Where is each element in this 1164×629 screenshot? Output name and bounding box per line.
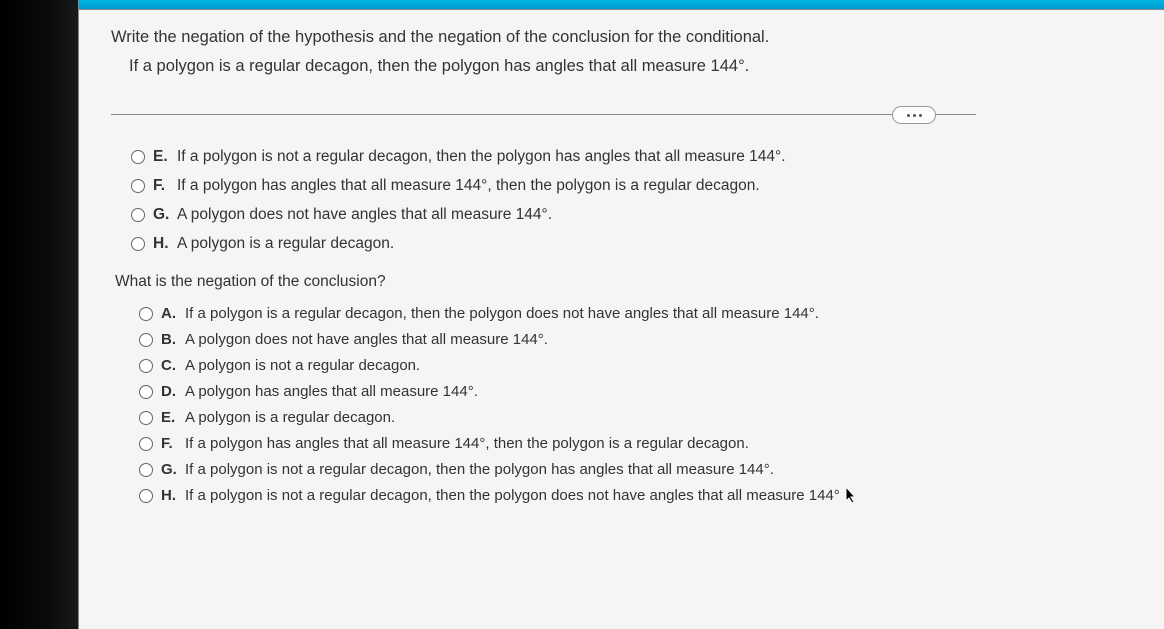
- option-text: A polygon is a regular decagon.: [177, 235, 1136, 253]
- option-group-1: E. If a polygon is not a regular decagon…: [111, 148, 1136, 253]
- option-letter: B.: [161, 331, 179, 348]
- option-letter: C.: [161, 357, 179, 374]
- option-letter: H.: [161, 487, 179, 504]
- option-text: If a polygon is not a regular decagon, t…: [185, 461, 1136, 478]
- window-titlebar: [79, 0, 1164, 10]
- radio-icon[interactable]: [131, 237, 145, 251]
- option-letter: H.: [153, 235, 171, 253]
- option-row[interactable]: G. A polygon does not have angles that a…: [131, 206, 1136, 224]
- radio-icon[interactable]: [139, 411, 153, 425]
- option-text: If a polygon is a regular decagon, then …: [185, 305, 1136, 322]
- option-row[interactable]: H. A polygon is a regular decagon.: [131, 235, 1136, 253]
- option-letter: A.: [161, 305, 179, 322]
- radio-icon[interactable]: [139, 463, 153, 477]
- option-letter: G.: [153, 206, 171, 224]
- radio-icon[interactable]: [139, 489, 153, 503]
- question-prompt: Write the negation of the hypothesis and…: [111, 28, 1136, 47]
- option-text: If a polygon is not a regular decagon, t…: [177, 148, 1136, 166]
- radio-icon[interactable]: [131, 179, 145, 193]
- cursor-icon: [844, 487, 858, 505]
- question-statement: If a polygon is a regular decagon, then …: [111, 57, 1136, 76]
- option-row[interactable]: H. If a polygon is not a regular decagon…: [139, 487, 1136, 505]
- option-row[interactable]: G. If a polygon is not a regular decagon…: [139, 461, 1136, 478]
- question-content: Write the negation of the hypothesis and…: [79, 10, 1164, 524]
- option-row[interactable]: E. If a polygon is not a regular decagon…: [131, 148, 1136, 166]
- option-row[interactable]: B. A polygon does not have angles that a…: [139, 331, 1136, 348]
- radio-icon[interactable]: [139, 333, 153, 347]
- divider-row: [111, 104, 1136, 126]
- option-text: If a polygon is not a regular decagon, t…: [185, 487, 1136, 505]
- option-text: A polygon does not have angles that all …: [177, 206, 1136, 224]
- option-text: If a polygon has angles that all measure…: [185, 435, 1136, 452]
- option-row[interactable]: D. A polygon has angles that all measure…: [139, 383, 1136, 400]
- option-group-2: A. If a polygon is a regular decagon, th…: [111, 305, 1136, 505]
- option-row[interactable]: F. If a polygon has angles that all meas…: [139, 435, 1136, 452]
- option-row[interactable]: A. If a polygon is a regular decagon, th…: [139, 305, 1136, 322]
- quiz-window: Write the negation of the hypothesis and…: [78, 0, 1164, 629]
- option-text: A polygon is a regular decagon.: [185, 409, 1136, 426]
- ellipsis-dot-icon: [913, 114, 916, 117]
- ellipsis-dot-icon: [907, 114, 910, 117]
- more-button[interactable]: [892, 106, 936, 124]
- option-text: A polygon has angles that all measure 14…: [185, 383, 1136, 400]
- radio-icon[interactable]: [131, 208, 145, 222]
- radio-icon[interactable]: [139, 385, 153, 399]
- option-row[interactable]: C. A polygon is not a regular decagon.: [139, 357, 1136, 374]
- option-letter: G.: [161, 461, 179, 478]
- desktop-edge: [0, 0, 78, 629]
- option-letter: D.: [161, 383, 179, 400]
- option-text: A polygon does not have angles that all …: [185, 331, 1136, 348]
- option-text-partial: If a polygon is not a regular decagon, t…: [185, 487, 840, 504]
- option-letter: F.: [153, 177, 171, 195]
- ellipsis-dot-icon: [919, 114, 922, 117]
- sub-question: What is the negation of the conclusion?: [111, 273, 1136, 291]
- option-row[interactable]: E. A polygon is a regular decagon.: [139, 409, 1136, 426]
- radio-icon[interactable]: [139, 359, 153, 373]
- option-row[interactable]: F. If a polygon has angles that all meas…: [131, 177, 1136, 195]
- option-letter: F.: [161, 435, 179, 452]
- option-text: A polygon is not a regular decagon.: [185, 357, 1136, 374]
- option-text: If a polygon has angles that all measure…: [177, 177, 1136, 195]
- radio-icon[interactable]: [139, 307, 153, 321]
- option-letter: E.: [153, 148, 171, 166]
- radio-icon[interactable]: [139, 437, 153, 451]
- divider-line: [111, 114, 976, 115]
- radio-icon[interactable]: [131, 150, 145, 164]
- option-letter: E.: [161, 409, 179, 426]
